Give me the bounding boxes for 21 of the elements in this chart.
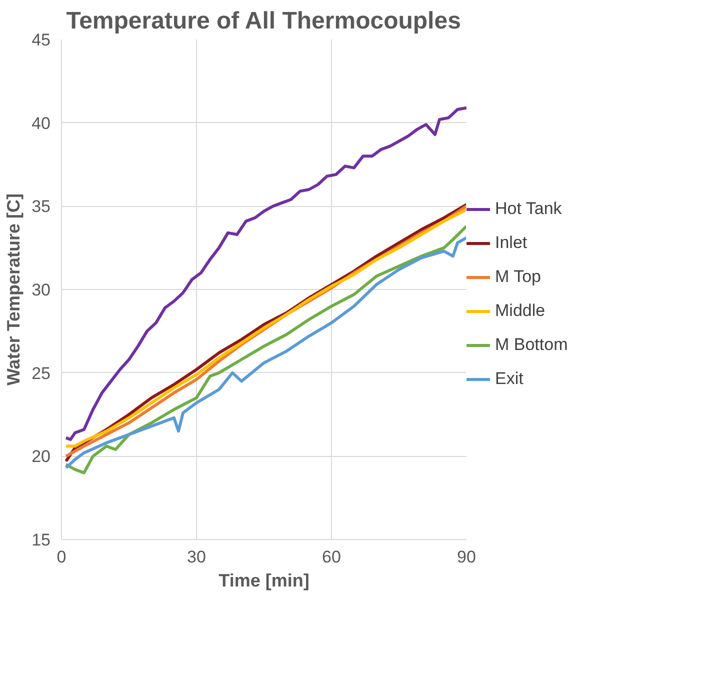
legend-label: Hot Tank [495, 199, 562, 219]
y-tick-label: 35 [32, 197, 51, 216]
y-tick-label: 25 [32, 364, 51, 383]
legend-label: M Bottom [495, 335, 568, 355]
y-tick-label: 30 [32, 280, 51, 300]
line-series [64, 106, 466, 441]
chart-title: Temperature of All Thermocouples [66, 8, 461, 34]
x-tick-label: 30 [187, 548, 206, 566]
legend-label: Exit [495, 369, 524, 389]
x-axis-title: Time [min] [218, 570, 310, 590]
y-axis-title: Water Temperature [C] [4, 193, 24, 386]
y-tick-label: 20 [32, 447, 51, 466]
y-tick-label: 40 [32, 114, 51, 133]
x-tick-label: 0 [56, 548, 66, 566]
y-tick-label: 15 [32, 530, 51, 550]
x-tick-label: 60 [322, 548, 341, 566]
legend-label: Middle [495, 301, 546, 321]
y-tick-label: 45 [32, 30, 51, 50]
legend-label: M Top [495, 267, 541, 287]
legend-label: Inlet [495, 233, 528, 253]
x-tick-label: 90 [457, 548, 476, 566]
